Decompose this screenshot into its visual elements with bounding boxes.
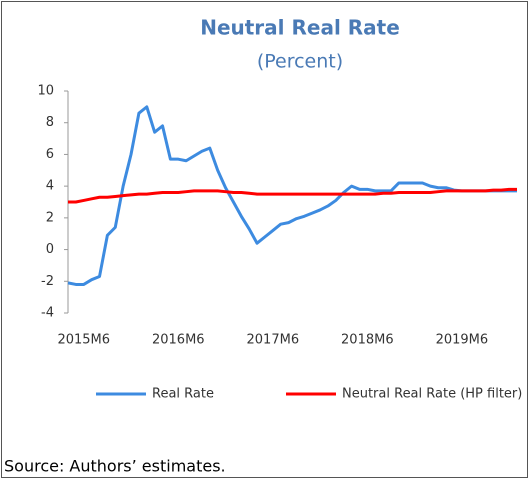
x-tick-label: 2018M6 [341,333,394,348]
y-tick-label: 8 [46,115,54,130]
y-tick-label: 6 [46,147,54,162]
y-tick-label: -2 [41,274,54,289]
y-tick-label: 0 [46,242,54,257]
legend-label: Real Rate [152,387,214,402]
series-line [68,187,517,204]
y-tick-label: 2 [46,210,54,225]
y-tick-label: 4 [46,179,54,194]
chart-title: Neutral Real Rate [200,16,400,40]
legend-label: Neutral Real Rate (HP filter) [342,387,522,402]
chart-subtitle: (Percent) [257,51,343,73]
x-tick-label: 2015M6 [57,333,110,348]
series-line [67,105,517,286]
y-tick-label: -4 [41,306,54,321]
x-tick-label: 2019M6 [436,333,489,348]
x-tick-label: 2017M6 [247,333,300,348]
source-note: Source: Authors’ estimates. [4,457,226,476]
y-tick-label: 10 [37,84,54,99]
x-tick-label: 2016M6 [152,333,205,348]
